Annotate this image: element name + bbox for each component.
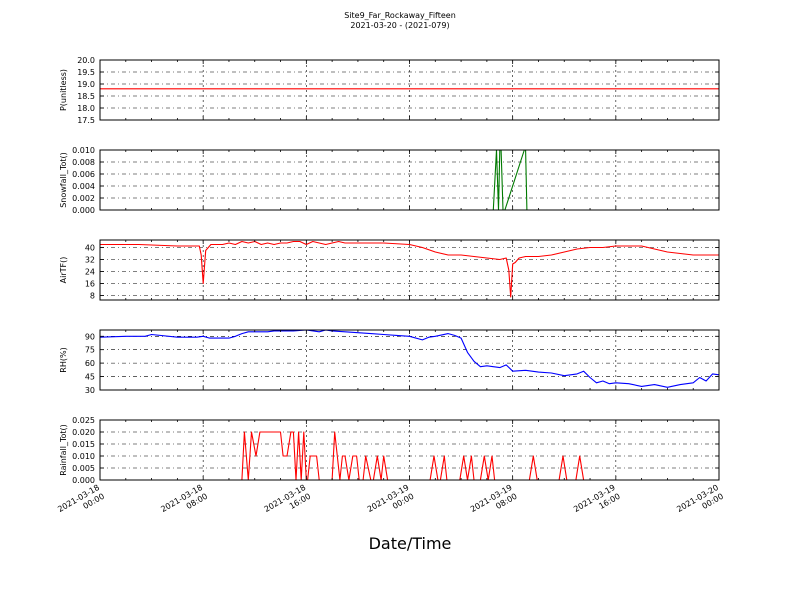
y-tick-label: 0.008 — [72, 158, 95, 167]
y-tick-label: 45 — [85, 373, 95, 382]
y-tick-label: 32 — [85, 256, 95, 265]
x-tick-label: 2021-03-1816:00 — [263, 483, 313, 523]
y-tick-label: 0.000 — [72, 476, 95, 485]
chart-panel-1: 17.5 18.0 18.5 19.0 19.5 20.0 P(unitless) — [59, 56, 720, 125]
y-tick-label: 0.025 — [72, 416, 95, 425]
y-tick-label: 0.005 — [72, 464, 95, 473]
y-tick-label: 0.004 — [72, 182, 95, 191]
y-tick-label: 18.5 — [77, 92, 95, 101]
x-tick-label: 2021-03-1908:00 — [469, 483, 519, 523]
series-line-4 — [99, 329, 720, 388]
x-tick-label: 2021-03-2000:00 — [675, 483, 725, 523]
series-line-3 — [100, 240, 719, 298]
x-axis-label: Date/Time — [368, 534, 452, 553]
y-tick-label: 19.0 — [77, 80, 95, 89]
y-axis-label: Rainfall_Tot() — [59, 424, 68, 476]
x-tick-label: 2021-03-1916:00 — [572, 483, 622, 523]
y-tick-label: 0.006 — [72, 170, 95, 179]
y-tick-label: 0.010 — [72, 452, 95, 461]
y-tick-label: 20.0 — [77, 56, 95, 65]
x-tick-label: 2021-03-1808:00 — [159, 483, 209, 523]
y-axis-label: Snowfall_Tot() — [59, 152, 68, 208]
x-tick-label: 2021-03-1800:00 — [56, 483, 106, 523]
series-line-2 — [100, 149, 719, 211]
figure-title-line2: 2021-03-20 - (2021-079) — [350, 21, 450, 30]
y-tick-label: 75 — [85, 346, 95, 355]
y-tick-label: 0.002 — [72, 194, 95, 203]
y-axis-label: RH(%) — [59, 347, 68, 372]
y-tick-label: 19.5 — [77, 68, 95, 77]
y-tick-label: 40 — [85, 244, 95, 253]
y-axis-label: AirTF() — [59, 257, 68, 284]
chart-panel-5: 0.000 0.005 0.010 0.015 0.020 0.025 Rainfall_T… — [59, 416, 720, 485]
y-tick-label: 0.000 — [72, 206, 95, 215]
y-tick-label: 24 — [85, 268, 95, 277]
y-axis-label: P(unitless) — [59, 69, 68, 111]
y-tick-label: 16 — [85, 280, 95, 289]
figure-title-line1: Site9_Far_Rockaway_Fifteen — [344, 11, 456, 20]
y-tick-label: 60 — [85, 359, 95, 368]
y-tick-label: 30 — [85, 386, 95, 395]
chart-panel-3: 8 16 24 32 40 AirTF() — [59, 239, 720, 301]
y-tick-label: 17.5 — [77, 116, 95, 125]
y-tick-label: 18.0 — [77, 104, 95, 113]
y-tick-label: 0.015 — [72, 440, 95, 449]
chart-panel-4: 30 45 60 75 90 RH(%) — [59, 329, 720, 395]
chart-panel-2: 0.000 0.002 0.004 0.006 0.008 0.010 Snowfall_T… — [59, 146, 720, 215]
y-tick-label: 90 — [85, 332, 95, 341]
y-tick-label: 0.010 — [72, 146, 95, 155]
x-tick-label: 2021-03-1900:00 — [366, 483, 416, 523]
y-tick-label: 0.020 — [72, 428, 95, 437]
y-tick-label: 8 — [90, 292, 95, 301]
